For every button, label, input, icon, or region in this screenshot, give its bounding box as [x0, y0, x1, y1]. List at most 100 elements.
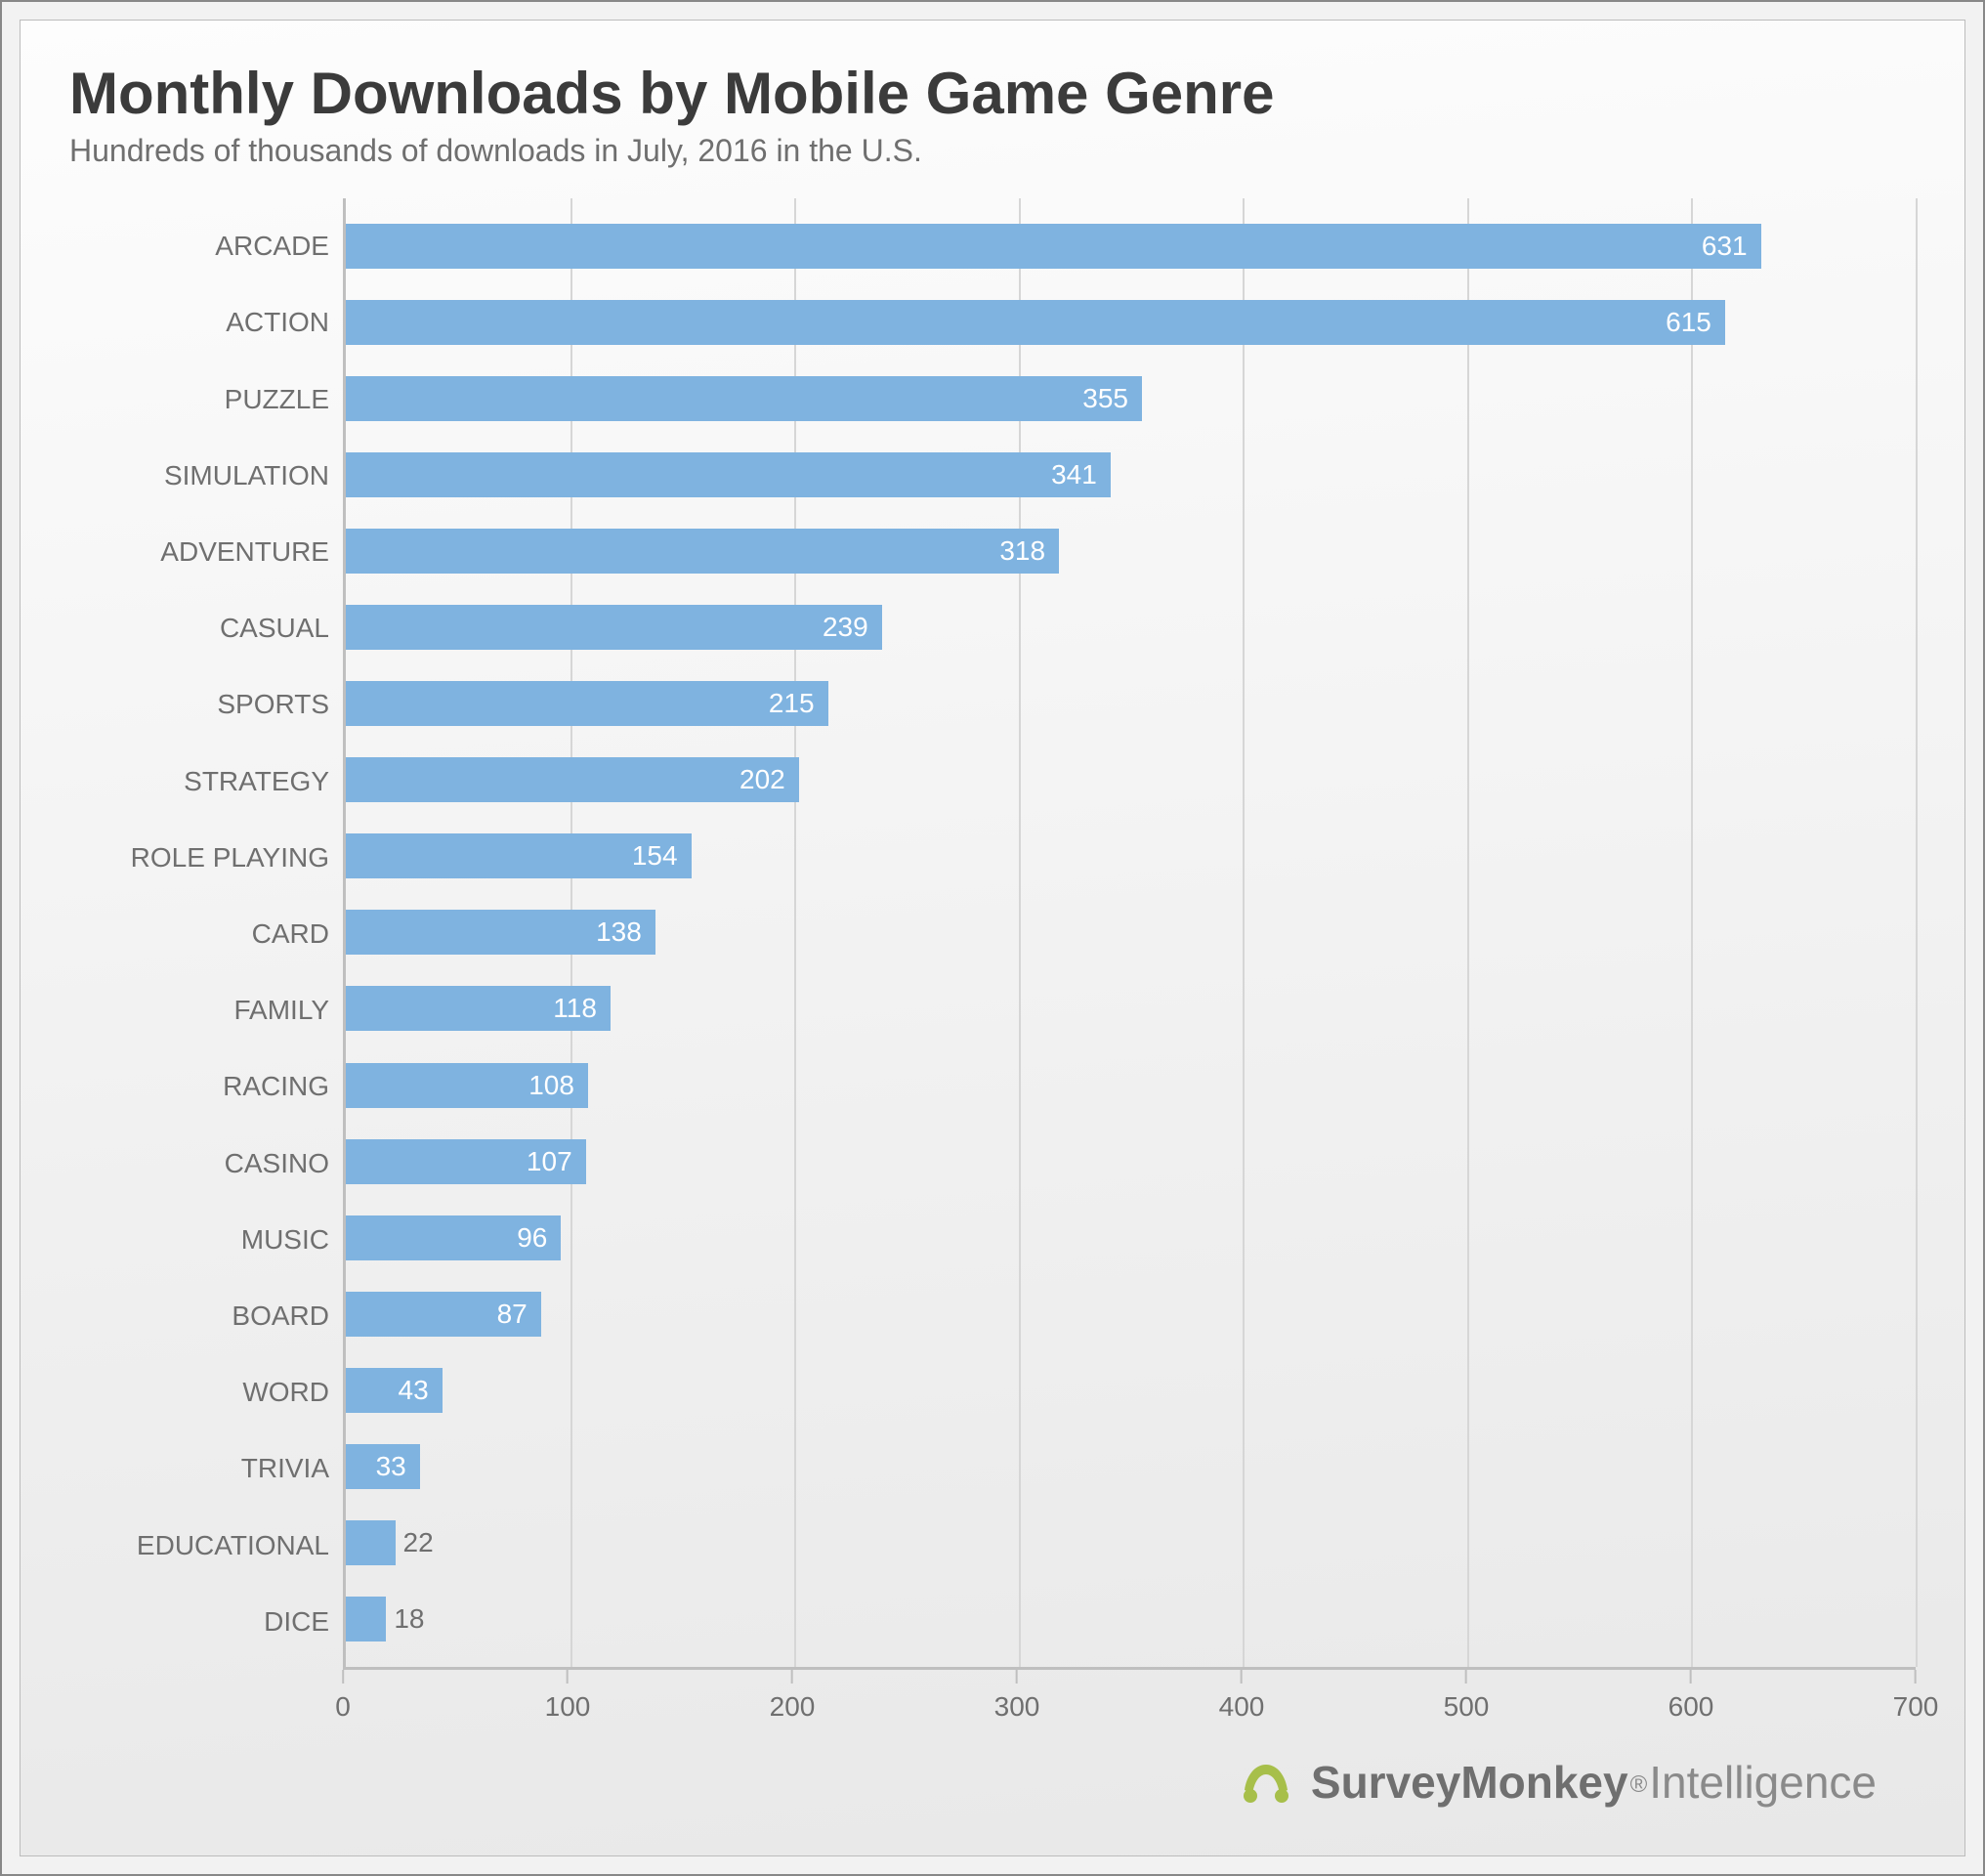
bar-slot: 202 — [346, 750, 1916, 809]
logo-text: SurveyMonkey®Intelligence — [1311, 1756, 1877, 1809]
y-axis-label: PUZZLE — [69, 370, 329, 429]
surveymonkey-logo-icon — [1235, 1759, 1297, 1806]
bar-slot: 107 — [346, 1132, 1916, 1191]
bar-value: 154 — [632, 840, 678, 872]
chart-title: Monthly Downloads by Mobile Game Genre — [69, 60, 1916, 127]
bar-slot: 631 — [346, 217, 1916, 276]
bar: 108 — [346, 1063, 588, 1108]
x-tick-label: 200 — [770, 1691, 816, 1723]
bar: 22 — [346, 1520, 396, 1565]
y-axis-label: CASUAL — [69, 599, 329, 658]
bar-value: 107 — [527, 1146, 572, 1177]
bar: 18 — [346, 1597, 386, 1642]
tick-mark — [791, 1670, 793, 1684]
x-axis-spacer — [69, 1670, 343, 1738]
x-tick-label: 600 — [1668, 1691, 1714, 1723]
bar-value: 138 — [596, 917, 642, 948]
y-axis-label: ADVENTURE — [69, 523, 329, 581]
bar-value: 202 — [739, 764, 785, 795]
plot: 631 615 355 341 318 239 215 202 154 138 118 108 107 9… — [343, 198, 1916, 1670]
bar-slot: 33 — [346, 1437, 1916, 1496]
x-tick-label: 400 — [1219, 1691, 1265, 1723]
x-tick-label: 100 — [545, 1691, 591, 1723]
x-tick-label: 500 — [1444, 1691, 1490, 1723]
y-axis-label: SPORTS — [69, 675, 329, 734]
bar-value: 239 — [823, 612, 868, 643]
bar-value: 341 — [1051, 459, 1097, 490]
y-axis-label: WORD — [69, 1363, 329, 1422]
chart-subtitle: Hundreds of thousands of downloads in Ju… — [69, 133, 1916, 169]
bar: 341 — [346, 452, 1111, 497]
y-axis-label: SIMULATION — [69, 447, 329, 505]
y-axis-label: RACING — [69, 1057, 329, 1116]
bar: 138 — [346, 910, 655, 955]
bar: 202 — [346, 757, 799, 802]
tick-mark — [1241, 1670, 1243, 1684]
bar: 96 — [346, 1215, 561, 1260]
bar: 107 — [346, 1139, 586, 1184]
y-axis-label: ARCADE — [69, 217, 329, 276]
bar-slot: 96 — [346, 1209, 1916, 1267]
bar-slot: 22 — [346, 1514, 1916, 1572]
logo-text-sub: Intelligence — [1649, 1757, 1877, 1808]
bar-value: 18 — [394, 1603, 424, 1635]
x-tick-label: 700 — [1893, 1691, 1939, 1723]
bar: 33 — [346, 1444, 420, 1489]
bar-value: 108 — [528, 1070, 574, 1101]
bar-value: 87 — [497, 1299, 528, 1330]
bar: 215 — [346, 681, 828, 726]
y-axis-label: MUSIC — [69, 1211, 329, 1269]
x-tick: 400 — [1219, 1670, 1265, 1723]
tick-mark — [567, 1670, 569, 1684]
bar-slot: 154 — [346, 827, 1916, 885]
chart-area: ARCADE ACTION PUZZLE SIMULATION ADVENTURE CAS… — [69, 198, 1916, 1738]
bar-slot: 108 — [346, 1056, 1916, 1115]
bar-value: 318 — [999, 535, 1045, 567]
bar-value: 631 — [1702, 231, 1748, 262]
bar-value: 33 — [376, 1451, 406, 1482]
bar: 87 — [346, 1292, 541, 1337]
bar-value: 118 — [553, 993, 597, 1024]
bar-slot: 318 — [346, 522, 1916, 580]
x-tick: 200 — [770, 1670, 816, 1723]
bar: 118 — [346, 986, 611, 1031]
gridline — [1916, 198, 1918, 1667]
chart-card: Monthly Downloads by Mobile Game Genre H… — [20, 20, 1965, 1856]
bar-slot: 215 — [346, 674, 1916, 733]
x-tick: 700 — [1893, 1670, 1939, 1723]
bar-value: 215 — [769, 688, 815, 719]
bar: 318 — [346, 529, 1059, 574]
x-tick: 300 — [994, 1670, 1040, 1723]
bar-slot: 43 — [346, 1361, 1916, 1420]
y-axis-label: CARD — [69, 905, 329, 963]
y-axis-label: STRATEGY — [69, 752, 329, 811]
bar-slot: 239 — [346, 598, 1916, 657]
bars-container: 631 615 355 341 318 239 215 202 154 138 118 108 107 9… — [346, 208, 1916, 1657]
bar-slot: 615 — [346, 293, 1916, 352]
tick-mark — [1690, 1670, 1692, 1684]
x-axis-row: 0100200300400500600700 — [69, 1670, 1916, 1738]
y-axis-label: DICE — [69, 1593, 329, 1651]
bar-value: 615 — [1666, 307, 1711, 338]
y-axis-label: TRIVIA — [69, 1439, 329, 1498]
bar-slot: 118 — [346, 979, 1916, 1038]
logo-registered: ® — [1630, 1771, 1648, 1798]
bar-value: 355 — [1082, 383, 1128, 414]
bar: 239 — [346, 605, 882, 650]
bar-value: 43 — [399, 1375, 429, 1406]
x-axis: 0100200300400500600700 — [343, 1670, 1916, 1738]
tick-mark — [1465, 1670, 1467, 1684]
footer: SurveyMonkey®Intelligence — [69, 1738, 1916, 1826]
bar: 615 — [346, 300, 1725, 345]
tick-mark — [1915, 1670, 1917, 1684]
bar: 355 — [346, 376, 1142, 421]
x-tick: 100 — [545, 1670, 591, 1723]
x-tick-label: 0 — [335, 1691, 351, 1723]
tick-mark — [342, 1670, 344, 1684]
y-axis-label: FAMILY — [69, 981, 329, 1040]
plot-row: ARCADE ACTION PUZZLE SIMULATION ADVENTURE CAS… — [69, 198, 1916, 1670]
y-axis-labels: ARCADE ACTION PUZZLE SIMULATION ADVENTURE CAS… — [69, 198, 343, 1670]
y-axis-label: ACTION — [69, 293, 329, 352]
bar-slot: 138 — [346, 903, 1916, 961]
bar-slot: 87 — [346, 1285, 1916, 1343]
